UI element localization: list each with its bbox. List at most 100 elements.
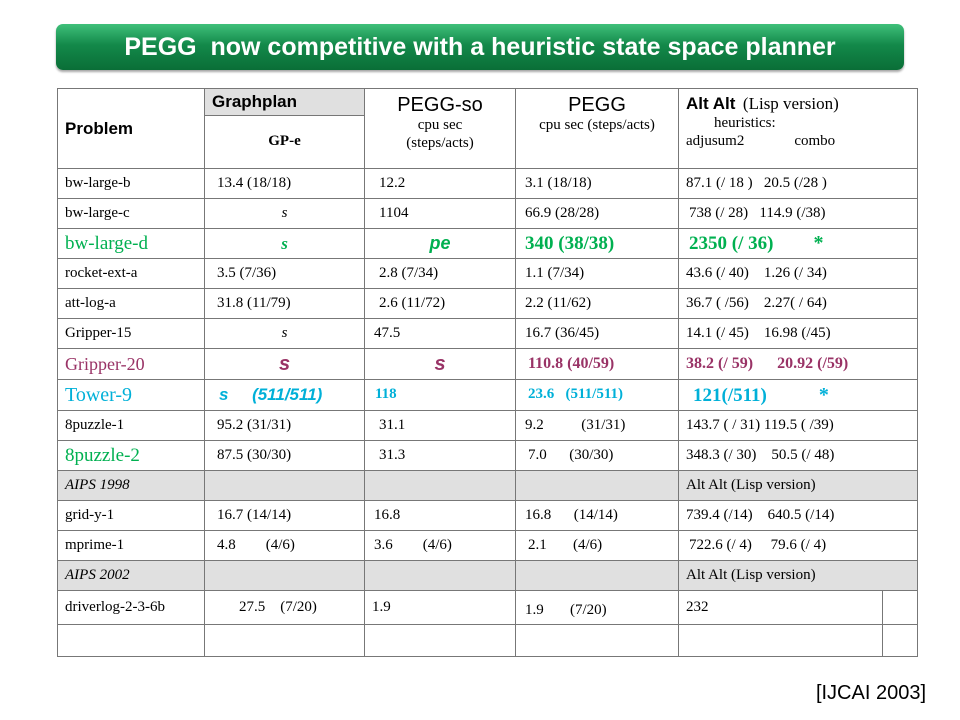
section-empty-cell bbox=[364, 560, 516, 591]
cell-alt1: 14.1 (/ 45) bbox=[686, 324, 749, 341]
cell-problem: Tower-9 bbox=[57, 379, 205, 411]
cell-problem: att-log-a bbox=[57, 288, 205, 319]
section-empty-cell bbox=[364, 470, 516, 501]
cell-alt1: 722.6 (/ 4) bbox=[689, 536, 752, 553]
section-row-aips-1998: AIPS 1998 Alt Alt (Lisp version) bbox=[57, 470, 918, 501]
section-row-aips-2002: AIPS 2002 Alt Alt (Lisp version) bbox=[57, 560, 918, 591]
cell-so: 118 bbox=[364, 379, 516, 411]
header-adjusum2: adjusum2 bbox=[686, 132, 745, 149]
cell-gp: s bbox=[204, 348, 365, 380]
empty-cell bbox=[57, 624, 205, 657]
cell-alt1: 38.2 (/ 59) bbox=[686, 354, 754, 372]
cell-alt2: 50.5 (/ 48) bbox=[771, 446, 835, 463]
cell-alt1: 36.7 ( /56) bbox=[686, 294, 749, 311]
section-empty-cell bbox=[204, 560, 365, 591]
cell-problem: Gripper-15 bbox=[57, 318, 205, 349]
table-row: Gripper-20 s s 110.8 (40/59) 38.2 (/ 59)… bbox=[57, 348, 918, 380]
cell-alt: 14.1 (/ 45) 16.98 (/45) bbox=[678, 318, 918, 349]
cell-problem: rocket-ext-a bbox=[57, 258, 205, 289]
cell-pegg: 16.8 (14/14) bbox=[515, 500, 679, 531]
section-alt-label: Alt Alt (Lisp version) bbox=[678, 560, 918, 591]
header-pegg-sub: cpu sec (steps/acts) bbox=[539, 117, 655, 133]
empty-cell bbox=[364, 624, 516, 657]
section-alt-label: Alt Alt (Lisp version) bbox=[678, 470, 918, 501]
cell-alt: 2350 (/ 36) * bbox=[678, 228, 918, 259]
cell-gp: 16.7 (14/14) bbox=[204, 500, 365, 531]
table-row: mprime-1 4.8 (4/6) 3.6 (4/6) 2.1 (4/6) 7… bbox=[57, 530, 918, 561]
cell-alt2: 2.27( / 64) bbox=[763, 294, 827, 311]
cell-alt2: 79.6 (/ 4) bbox=[770, 536, 827, 553]
header-alt-alt-lisp: (Lisp version) bbox=[742, 94, 839, 113]
cell-alt2: 119.5 ( /39) bbox=[763, 416, 834, 433]
cell-problem: bw-large-b bbox=[57, 168, 205, 199]
title-banner: PEGG now competitive with a heuristic st… bbox=[56, 24, 904, 70]
cell-so: 1104 bbox=[364, 198, 516, 229]
cell-alt: 43.6 (/ 40) 1.26 (/ 34) bbox=[678, 258, 918, 289]
empty-cell bbox=[882, 624, 918, 657]
header-pegg-so-sub1: cpu sec bbox=[417, 117, 463, 133]
cell-gp: 27.5 (7/20) bbox=[204, 590, 365, 625]
empty-cell bbox=[882, 590, 918, 625]
cell-alt: 38.2 (/ 59) 20.92 (/59) bbox=[678, 348, 918, 380]
cell-alt1: 738 (/ 28) bbox=[689, 204, 749, 221]
cell-so: 47.5 bbox=[364, 318, 516, 349]
results-table: Problem Graphplan PEGG-so cpu sec (steps… bbox=[57, 88, 918, 657]
cell-problem: bw-large-d bbox=[57, 228, 205, 259]
cell-so: 2.6 (11/72) bbox=[364, 288, 516, 319]
cell-gp: 13.4 (18/18) bbox=[204, 168, 365, 199]
cell-pegg: 2.1 (4/6) bbox=[515, 530, 679, 561]
cell-pegg: 16.7 (36/45) bbox=[515, 318, 679, 349]
table-row: bw-large-b 13.4 (18/18) 12.2 3.1 (18/18)… bbox=[57, 168, 918, 199]
header-gp-e: GP-e bbox=[204, 115, 365, 169]
cell-pegg: 66.9 (28/28) bbox=[515, 198, 679, 229]
cell-alt2: 20.5 (/28 ) bbox=[763, 174, 827, 191]
cell-problem: grid-y-1 bbox=[57, 500, 205, 531]
table-row: Tower-9 s (511/511) 118 23.6 (511/511) 1… bbox=[57, 379, 918, 411]
cell-alt: 36.7 ( /56) 2.27( / 64) bbox=[678, 288, 918, 319]
header-alt-alt-title: Alt Alt bbox=[686, 94, 736, 113]
header-pegg-so-title: PEGG-so bbox=[397, 94, 483, 116]
cell-gp: s bbox=[204, 228, 365, 259]
cell-alt2: * bbox=[813, 232, 824, 254]
header-pegg-title: PEGG bbox=[568, 94, 626, 116]
cell-alt: 348.3 (/ 30) 50.5 (/ 48) bbox=[678, 440, 918, 471]
cell-alt: 87.1 (/ 18 ) 20.5 (/28 ) bbox=[678, 168, 918, 199]
cell-alt2: 114.9 (/38) bbox=[759, 204, 826, 221]
header-pegg-so: PEGG-so cpu sec (steps/acts) bbox=[364, 88, 516, 169]
table-row: driverlog-2-3-6b 27.5 (7/20) 1.9 1.9 (7/… bbox=[57, 590, 918, 625]
header-pegg: PEGG cpu sec (steps/acts) bbox=[515, 88, 679, 169]
cell-so: 16.8 bbox=[364, 500, 516, 531]
cell-gp: 95.2 (31/31) bbox=[204, 410, 365, 441]
cell-alt1: 87.1 (/ 18 ) bbox=[686, 174, 753, 191]
cell-alt1: 739.4 (/14) bbox=[686, 506, 753, 523]
section-label: AIPS 1998 bbox=[57, 470, 205, 501]
cell-so: 31.3 bbox=[364, 440, 516, 471]
cell-alt1: 43.6 (/ 40) bbox=[686, 264, 749, 281]
cell-problem: Gripper-20 bbox=[57, 348, 205, 380]
page-title: PEGG now competitive with a heuristic st… bbox=[124, 33, 836, 61]
table-row: 8puzzle-2 87.5 (30/30) 31.3 7.0 (30/30) … bbox=[57, 440, 918, 471]
cell-pegg: 9.2 (31/31) bbox=[515, 410, 679, 441]
cell-pegg: 7.0 (30/30) bbox=[515, 440, 679, 471]
cell-so: 12.2 bbox=[364, 168, 516, 199]
cell-pegg: 340 (38/38) bbox=[515, 228, 679, 259]
cell-problem: driverlog-2-3-6b bbox=[57, 590, 205, 625]
header-graphplan: Graphplan bbox=[204, 88, 365, 116]
header-problem: Problem bbox=[57, 88, 205, 169]
cell-so: 1.9 bbox=[364, 590, 516, 625]
table-row: rocket-ext-a 3.5 (7/36) 2.8 (7/34) 1.1 (… bbox=[57, 258, 918, 289]
cell-alt1: 143.7 ( / 31) bbox=[686, 416, 761, 433]
cell-pegg: 23.6 (511/511) bbox=[515, 379, 679, 411]
cell-alt: 738 (/ 28) 114.9 (/38) bbox=[678, 198, 918, 229]
citation: [IJCAI 2003] bbox=[815, 682, 926, 704]
cell-problem: mprime-1 bbox=[57, 530, 205, 561]
cell-alt1: 121(/511) bbox=[693, 384, 767, 406]
header-pegg-so-sub2: (steps/acts) bbox=[406, 135, 474, 151]
table-row: bw-large-c s 1104 66.9 (28/28) 738 (/ 28… bbox=[57, 198, 918, 229]
cell-alt1: 348.3 (/ 30) bbox=[686, 446, 757, 463]
cell-gp: 31.8 (11/79) bbox=[204, 288, 365, 319]
cell-so: 2.8 (7/34) bbox=[364, 258, 516, 289]
table-row: 8puzzle-1 95.2 (31/31) 31.1 9.2 (31/31) … bbox=[57, 410, 918, 441]
cell-gp: s bbox=[204, 198, 365, 229]
empty-cell bbox=[678, 624, 883, 657]
